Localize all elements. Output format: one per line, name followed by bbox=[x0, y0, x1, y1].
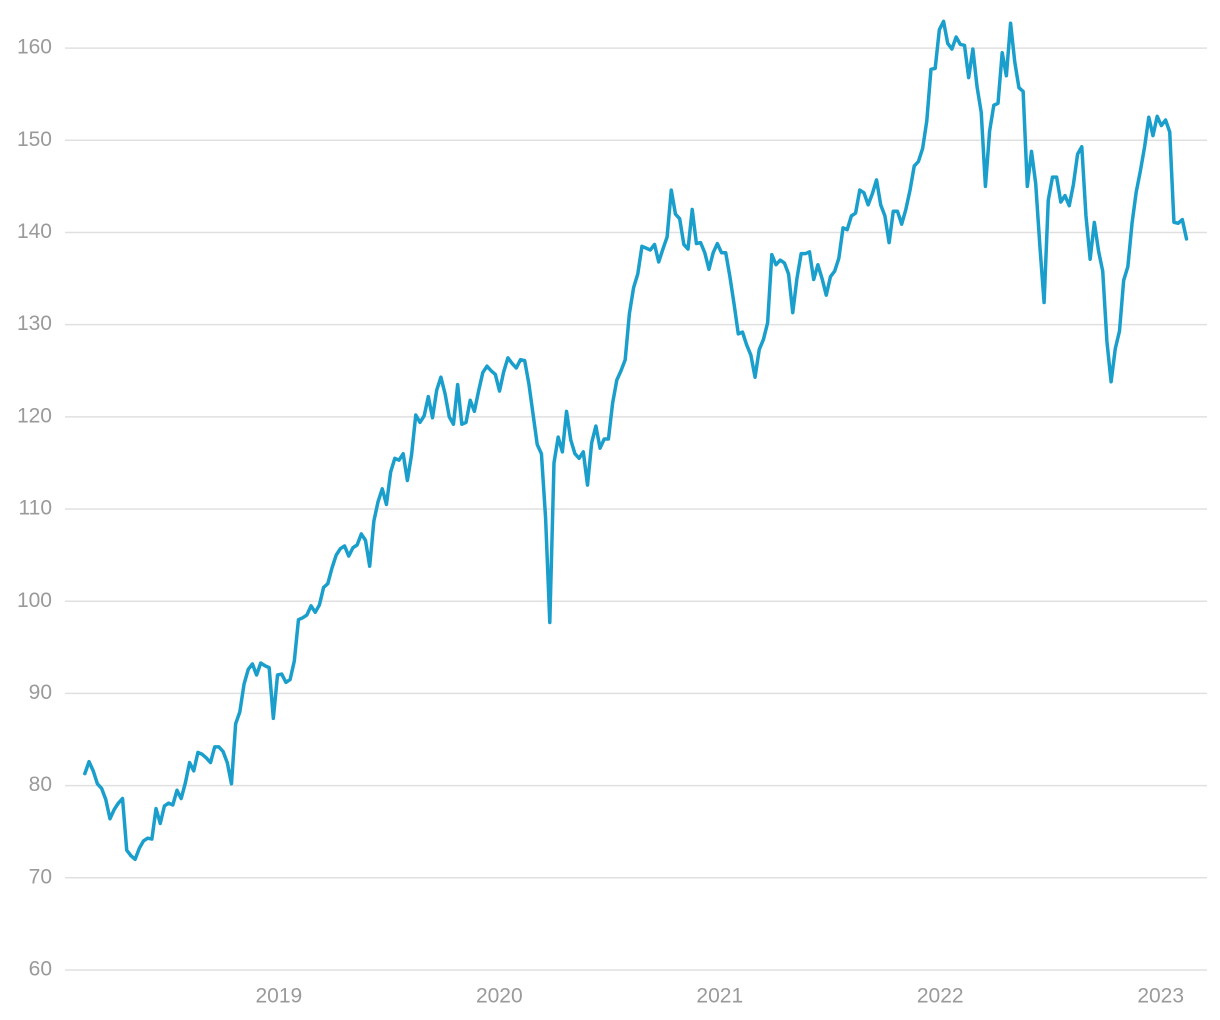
x-tick-label: 2021 bbox=[696, 985, 743, 1008]
x-tick-label: 2022 bbox=[917, 985, 964, 1008]
y-tick-label: 80 bbox=[29, 773, 52, 796]
y-tick-label: 110 bbox=[19, 497, 52, 520]
data-line bbox=[83, 19, 1189, 862]
y-tick-label: 90 bbox=[29, 681, 52, 704]
y-tick-label: 160 bbox=[17, 36, 52, 59]
y-tick-label: 100 bbox=[17, 589, 52, 612]
x-tick-label: 2023 bbox=[1137, 985, 1184, 1008]
x-tick-label: 2019 bbox=[255, 985, 302, 1008]
y-tick-label: 70 bbox=[29, 865, 52, 888]
y-tick-label: 150 bbox=[17, 128, 52, 151]
y-tick-label: 140 bbox=[17, 220, 52, 243]
y-tick-label: 60 bbox=[29, 958, 52, 981]
x-tick-label: 2020 bbox=[476, 985, 523, 1008]
y-tick-label: 120 bbox=[17, 404, 52, 427]
y-tick-label: 130 bbox=[17, 312, 52, 335]
